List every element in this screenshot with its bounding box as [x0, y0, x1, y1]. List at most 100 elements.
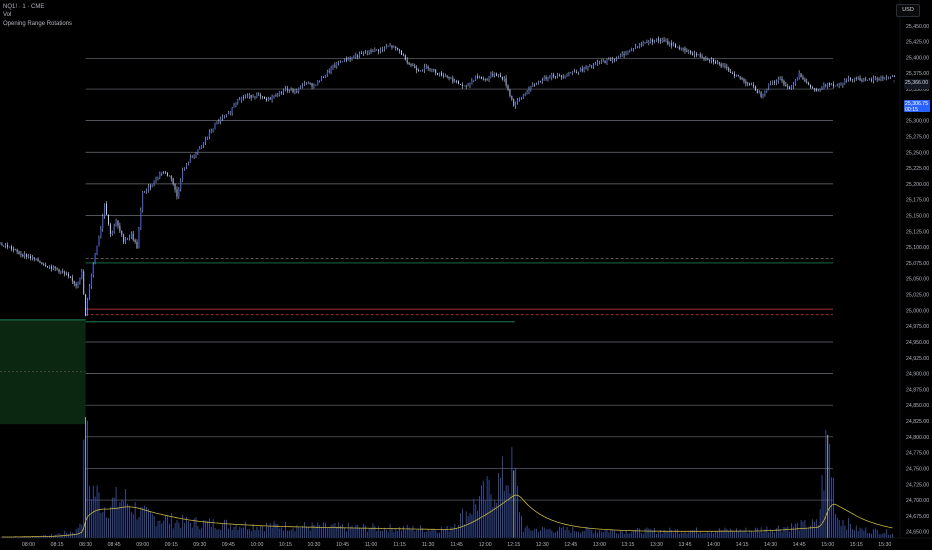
- candle-body: [176, 189, 178, 197]
- volume-bar: [157, 520, 159, 538]
- candle-body: [1, 243, 3, 246]
- volume-bar: [890, 534, 891, 538]
- volume-indicator-label[interactable]: Vol: [3, 12, 12, 19]
- candle-body: [673, 44, 675, 46]
- price-tick-label: 24,875.00: [906, 387, 929, 393]
- candle-body: [714, 61, 716, 64]
- candle-body: [810, 84, 812, 88]
- candle-body: [745, 81, 747, 84]
- candle-body: [338, 62, 340, 64]
- volume-bar: [106, 517, 108, 538]
- candle-body: [248, 94, 250, 97]
- volume-bar: [612, 529, 614, 538]
- volume-bar: [817, 524, 819, 538]
- candle-body: [492, 74, 494, 76]
- volume-bar: [330, 524, 332, 538]
- candle-body: [572, 71, 574, 73]
- volume-bar: [368, 528, 370, 538]
- symbol-title[interactable]: NQ1! · 1 · CME: [3, 4, 45, 10]
- candle-body: [397, 48, 399, 50]
- candle-body: [463, 85, 465, 87]
- candle-body: [595, 63, 597, 65]
- candle-body: [686, 50, 688, 52]
- volume-bar: [195, 517, 197, 538]
- volume-bar: [644, 528, 646, 538]
- volume-bar: [760, 527, 762, 538]
- candle-body: [406, 60, 408, 63]
- volume-bar: [250, 530, 252, 538]
- volume-bar: [212, 519, 214, 538]
- candle-body: [867, 79, 869, 81]
- volume-bar: [699, 531, 701, 538]
- volume-bar: [149, 511, 151, 538]
- volume-bar: [878, 534, 880, 538]
- volume-bar: [264, 531, 265, 538]
- volume-bar: [500, 477, 501, 538]
- indicator-label[interactable]: Opening Range Rotations: [3, 20, 73, 27]
- price-axis[interactable]: 24,650.00 24,675.00 24,700.00 24,725.00 24,7…: [899, 0, 932, 550]
- candle-body: [134, 239, 136, 242]
- candle-body: [619, 55, 621, 57]
- volume-bar: [842, 520, 844, 538]
- time-axis[interactable]: 08:00 08:15 08:30 08:45 09:00 09:15 09:30 09:45…: [0, 537, 932, 550]
- volume-bar: [315, 526, 317, 538]
- candle-body: [635, 46, 636, 50]
- volume-bar: [800, 520, 802, 538]
- candle-body: [193, 155, 195, 157]
- candle-body: [165, 172, 166, 174]
- volume-bar: [585, 526, 587, 538]
- volume-bar: [833, 477, 834, 538]
- volume-bar: [494, 500, 496, 538]
- candle-body: [600, 61, 602, 63]
- volume-bar: [336, 526, 338, 538]
- price-tick-label: 24,850.00: [906, 403, 929, 409]
- candle-body: [49, 266, 50, 268]
- volume-bar: [747, 532, 749, 538]
- candle-body: [452, 78, 454, 82]
- candle-body: [722, 65, 724, 67]
- volume-bar: [159, 520, 161, 538]
- candle-body: [621, 54, 623, 56]
- volume-bar: [766, 526, 768, 538]
- volume-bar: [241, 528, 243, 538]
- candle-body: [94, 253, 96, 264]
- time-tick-label: 13:45: [678, 542, 691, 548]
- candle-body: [380, 49, 381, 52]
- candle-body: [568, 73, 570, 76]
- volume-bar: [730, 528, 732, 538]
- volume-bar: [401, 530, 402, 538]
- candle-body: [893, 76, 895, 77]
- candle-body: [233, 105, 235, 108]
- candle-body: [739, 76, 741, 79]
- currency-button[interactable]: USD: [896, 4, 920, 17]
- time-tick-label: 15:30: [878, 542, 891, 548]
- volume-bar: [505, 485, 507, 538]
- candle-body: [104, 203, 106, 216]
- candle-body: [764, 91, 766, 95]
- volume-bar: [869, 532, 871, 538]
- volume-bar: [231, 529, 233, 538]
- candles: [0, 36, 895, 317]
- candle-body: [484, 78, 486, 80]
- candle-body: [300, 85, 302, 88]
- candle-body: [598, 62, 600, 63]
- candle-body: [37, 258, 39, 262]
- volume-bar: [873, 529, 874, 538]
- volume-bar: [566, 527, 568, 538]
- candle-body: [743, 79, 745, 82]
- candle-body: [802, 77, 804, 80]
- volume-bar: [846, 529, 848, 538]
- candle-body: [541, 80, 543, 82]
- volume-bar: [543, 527, 545, 538]
- candle-body: [132, 233, 134, 240]
- volume-bar: [515, 467, 517, 538]
- candle-body: [688, 51, 690, 52]
- volume-bar: [165, 516, 166, 538]
- candle-body: [186, 163, 187, 169]
- candle-body: [553, 74, 555, 77]
- chevron-right-icon[interactable]: ›: [893, 79, 895, 85]
- volume-bar: [247, 529, 248, 538]
- volume-bar: [404, 530, 406, 538]
- candle-body: [654, 40, 655, 42]
